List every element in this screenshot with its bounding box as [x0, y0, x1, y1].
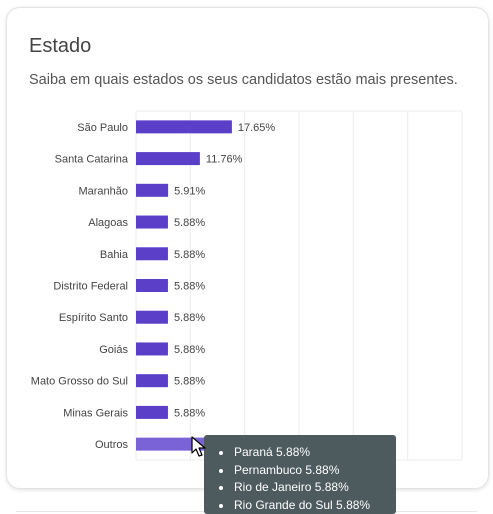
- bar[interactable]: [136, 374, 168, 388]
- state-card: Estado Saiba em quais estados os seus ca…: [6, 7, 489, 489]
- bar[interactable]: [136, 342, 168, 356]
- category-label: São Paulo: [77, 122, 128, 134]
- category-label: Minas Gerais: [63, 407, 128, 419]
- data-label: 5.88%: [174, 249, 205, 261]
- bar[interactable]: [136, 183, 169, 197]
- bar[interactable]: [136, 247, 168, 261]
- data-label: 5.88%: [174, 312, 205, 324]
- data-label: 5.88%: [174, 376, 205, 388]
- bar[interactable]: [136, 405, 168, 419]
- category-label: Espírito Santo: [59, 312, 128, 324]
- bar[interactable]: [136, 310, 168, 324]
- data-label: 5.88%: [174, 407, 205, 419]
- bar[interactable]: [136, 120, 232, 134]
- bar[interactable]: [136, 215, 168, 229]
- tooltip-item: Rio Grande do Sul 5.88%: [218, 497, 396, 514]
- chart-tooltip: Paraná 5.88% Pernambuco 5.88% Rio de Janei…: [204, 435, 396, 514]
- category-label: Goiás: [99, 344, 128, 356]
- card-title: Estado: [29, 35, 92, 57]
- category-label: Alagoas: [88, 217, 128, 229]
- tooltip-item: Paraná 5.88%: [218, 444, 396, 462]
- category-label: Santa Catarina: [55, 154, 129, 166]
- category-label: Maranhão: [78, 185, 128, 197]
- category-label: Outros: [95, 439, 129, 451]
- card-subtitle: Saiba em quais estados os seus candidato…: [29, 72, 458, 88]
- data-label: 17.65%: [238, 122, 276, 134]
- data-label: 11.76%: [206, 154, 243, 166]
- mouse-pointer-icon: [191, 436, 206, 457]
- category-label: Bahia: [100, 249, 129, 261]
- tooltip-item: Rio de Janeiro 5.88%: [218, 479, 396, 497]
- data-label: 5.88%: [174, 344, 205, 356]
- category-label: Distrito Federal: [53, 281, 128, 293]
- data-label: 5.88%: [174, 281, 205, 293]
- category-label: Mato Grosso do Sul: [31, 376, 128, 388]
- bar[interactable]: [136, 279, 168, 292]
- tooltip-item: Pernambuco 5.88%: [218, 462, 396, 480]
- data-label: 5.91%: [174, 185, 205, 197]
- bar[interactable]: [136, 152, 200, 166]
- data-label: 5.88%: [174, 217, 205, 229]
